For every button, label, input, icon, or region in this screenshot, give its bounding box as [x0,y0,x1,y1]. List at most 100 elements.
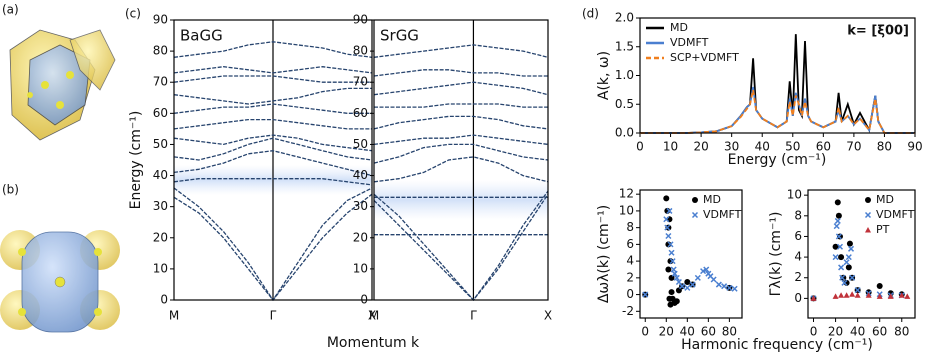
point [679,283,686,290]
point [669,258,676,265]
band [173,134,373,152]
point [840,274,847,281]
point [832,254,839,261]
legend-label: VDMFT [703,208,742,221]
y-tick-label: 0 [160,293,168,307]
point [846,240,853,247]
x-tick-label: 60 [872,325,887,339]
x-tick-label: 40 [850,325,865,339]
point [684,279,691,286]
y-tick-label: 20 [153,230,168,244]
y-tick-label: 1.5 [615,39,634,53]
point [666,295,673,302]
band [373,134,549,146]
legend-swatch [865,197,871,203]
point [838,264,845,271]
y-tick-label: 10 [619,203,634,217]
legend-label: VDMFT [876,208,915,221]
panel-label: (c) [125,7,141,21]
point [854,292,861,298]
x-axis-label: Harmonic frequency (cm⁻¹) [681,337,873,353]
point [834,217,841,224]
point [887,293,894,299]
point [703,266,710,273]
point [663,216,670,223]
band [373,69,548,77]
band [373,44,549,58]
point [642,291,649,298]
y-tick-label: 40 [353,168,368,182]
x-tick-label: 60 [816,140,831,154]
point [838,292,845,298]
y-tick-label: 90 [353,13,368,27]
point [904,293,911,299]
band [173,103,372,114]
plot-area [642,195,738,308]
plot-area [373,44,549,302]
x-tick-label: 60 [701,325,716,339]
band-glow [374,180,548,220]
legend-label: PT [876,223,890,236]
band [173,150,373,177]
point [833,223,840,230]
y-tick-label: 0 [794,291,802,305]
point [731,285,738,292]
axes-frame [807,189,916,319]
y-tick-label: 10 [787,188,802,202]
legend-label: VDMFT [670,36,709,49]
point [898,292,905,298]
y-tick-label: 20 [353,230,368,244]
band [373,193,549,301]
x-tick-label: 80 [894,325,909,339]
y-axis-label: Γλ(k) (cm⁻¹) [768,212,784,297]
point [726,284,733,291]
legend-swatch [691,211,699,219]
y-tick-label: 60 [153,106,168,120]
point [810,295,817,301]
band [373,143,549,164]
y-tick-label: 50 [353,137,368,151]
panel-title: SrGG [380,27,419,45]
axes-frame [173,19,373,301]
point [835,233,842,240]
y-tick-label: 0 [360,293,368,307]
point [671,270,678,277]
y-axis-label: Energy (cm⁻¹) [128,111,144,210]
point [666,207,673,214]
x-tick-label: 0 [810,325,818,339]
point [667,241,674,248]
y-tick-label: 12 [619,187,634,201]
point [721,283,728,290]
annotation: k= [ξ00] [847,24,909,39]
spectrum-line [640,89,915,134]
y-axis-label: A(k, ω) [596,51,612,100]
plot-area [640,34,915,134]
x-tick-label: 90 [907,140,922,154]
y-tick-label: 0.5 [615,97,634,111]
x-tick-label: 30 [724,140,739,154]
y-tick-label: 2 [794,270,802,284]
plot-area [810,199,911,302]
x-tick-label: 80 [722,325,737,339]
point [665,266,672,273]
band [374,103,548,108]
y-tick-label: 70 [353,75,368,89]
band [173,137,373,161]
x-tick-label: X [544,309,552,323]
point [845,264,852,271]
point [667,301,674,308]
x-tick-label: 20 [828,325,843,339]
y-tick-label: -2 [622,304,634,318]
band [373,190,549,302]
structure-a [9,29,116,141]
band [373,115,549,130]
y-tick-label: 80 [153,44,168,58]
structure-b [0,230,120,333]
x-tick-label: 80 [877,140,892,154]
point [668,249,675,256]
y-tick-label: 70 [153,75,168,89]
y-axis-label: Δωλ(k) (cm⁻¹) [596,205,612,303]
axes-frame [373,19,549,301]
x-tick-label: Γ [270,309,277,323]
